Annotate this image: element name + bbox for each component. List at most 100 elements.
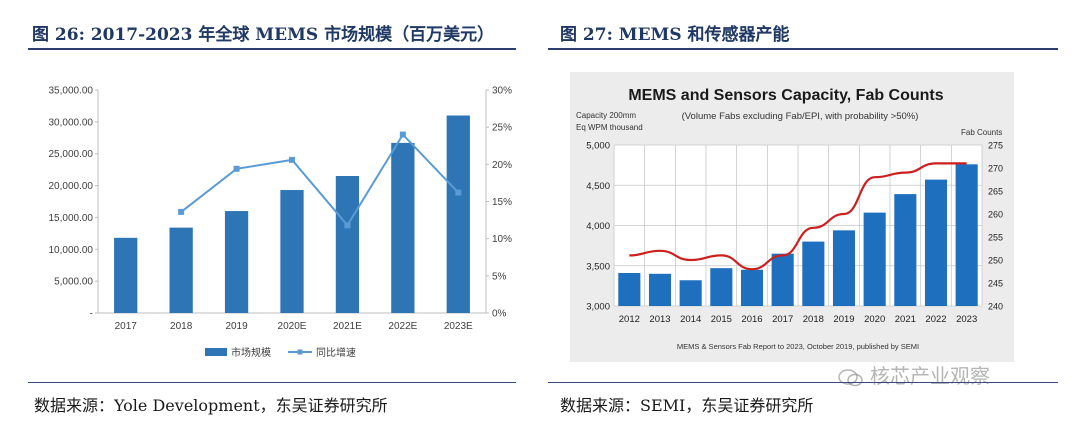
capacity-axis-ticks: 3,000 3,500 4,000 4,500 5,000 bbox=[586, 141, 610, 313]
capacity-tick-label: 3,500 bbox=[586, 261, 610, 272]
left-tick-label: 10,000.00 bbox=[49, 245, 94, 256]
growth-rate-point bbox=[178, 208, 185, 215]
capacity-bar bbox=[740, 269, 764, 306]
fab-count-tick-label: 240 bbox=[988, 302, 1003, 312]
left-axis-ticks: - 5,000.00 10,000.00 15,000.00 20,000.00 25,0… bbox=[49, 86, 98, 320]
fab-count-tick-label: 255 bbox=[988, 233, 1003, 243]
left-tick-label: 20,000.00 bbox=[49, 181, 94, 192]
right-tick-label: 5% bbox=[492, 271, 507, 282]
capacity-tick-label: 4,000 bbox=[586, 221, 610, 232]
market-size-chart: - 5,000.00 10,000.00 15,000.00 20,000.00 25,0… bbox=[49, 86, 513, 360]
year-tick-label: 2016 bbox=[741, 314, 762, 325]
capacity-bar bbox=[771, 253, 794, 306]
x-tick-label: 2019 bbox=[225, 321, 248, 332]
right-axis-ticks: 0% 5% 10% 15% 20% 25% 30% bbox=[486, 86, 512, 320]
capacity-bar bbox=[648, 273, 672, 306]
market-size-bar bbox=[280, 190, 304, 313]
legend-line-label: 同比增速 bbox=[316, 346, 356, 359]
legend: 市场规模 同比增速 bbox=[205, 346, 356, 359]
growth-rate-point bbox=[289, 156, 295, 163]
capacity-bar bbox=[679, 280, 702, 306]
left-source-text: 数据来源：Yole Development，东吴证券研究所 bbox=[34, 396, 388, 415]
capacity-bar bbox=[955, 164, 978, 306]
left-tick-label: - bbox=[90, 309, 93, 320]
year-tick-label: 2023 bbox=[956, 314, 977, 325]
capacity-bar bbox=[832, 230, 856, 306]
legend-line-marker bbox=[297, 349, 303, 355]
capacity-bar bbox=[618, 272, 641, 306]
fab-count-tick-label: 260 bbox=[988, 210, 1003, 220]
capacity-bar bbox=[802, 241, 825, 306]
fab-count-tick-label: 265 bbox=[988, 187, 1003, 197]
wechat-icon bbox=[838, 368, 863, 386]
year-labels: 2012 2013 2014 2015 2016 2017 2018 2019 2020 2021… bbox=[619, 314, 977, 325]
semi-chart-footnote: MEMS & Sensors Fab Report to 2023, Octob… bbox=[677, 342, 919, 351]
year-tick-label: 2022 bbox=[925, 314, 946, 325]
market-size-bar bbox=[169, 227, 193, 313]
capacity-bar bbox=[924, 179, 948, 306]
capacity-bar bbox=[894, 194, 917, 306]
x-tick-label: 2022E bbox=[388, 321, 417, 332]
fab-count-series-line bbox=[629, 162, 967, 271]
left-tick-label: 30,000.00 bbox=[49, 117, 94, 128]
semi-chart-title: MEMS and Sensors Capacity, Fab Counts bbox=[628, 87, 943, 104]
right-figure-title: 图 27: MEMS 和传感器产能 bbox=[560, 25, 790, 45]
year-tick-label: 2014 bbox=[680, 314, 701, 325]
fab-count-tick-label: 270 bbox=[988, 164, 1003, 174]
market-size-bar bbox=[446, 115, 470, 313]
left-tick-label: 35,000.00 bbox=[49, 86, 94, 97]
left-tick-label: 15,000.00 bbox=[49, 213, 94, 224]
capacity-bars bbox=[618, 164, 978, 306]
capacity-tick-label: 3,000 bbox=[586, 302, 610, 313]
year-tick-label: 2020 bbox=[864, 314, 885, 325]
right-title-rule bbox=[548, 48, 1058, 50]
x-tick-label: 2023E bbox=[444, 321, 473, 332]
fab-count-line bbox=[629, 162, 967, 271]
left-tick-label: 25,000.00 bbox=[49, 149, 94, 160]
right-tick-label: 15% bbox=[492, 197, 512, 208]
capacity-tick-label: 4,500 bbox=[586, 181, 610, 192]
right-tick-label: 10% bbox=[492, 234, 512, 245]
right-source-rule bbox=[548, 382, 1058, 383]
left-source-rule bbox=[28, 382, 516, 383]
fab-count-tick-label: 275 bbox=[988, 141, 1003, 151]
legend-bar-label: 市场规模 bbox=[231, 346, 271, 359]
capacity-bar bbox=[710, 268, 733, 306]
growth-rate-point bbox=[455, 189, 462, 196]
year-tick-label: 2015 bbox=[711, 314, 732, 325]
x-tick-label: 2020E bbox=[278, 321, 307, 332]
year-tick-label: 2013 bbox=[649, 314, 670, 325]
right-tick-label: 0% bbox=[492, 309, 507, 320]
year-tick-label: 2018 bbox=[803, 314, 824, 325]
watermark: 核芯产业观察 bbox=[838, 360, 990, 389]
left-title-rule bbox=[28, 48, 516, 50]
growth-rate-point bbox=[344, 222, 351, 229]
watermark-text: 核芯产业观察 bbox=[870, 364, 990, 388]
right-tick-label: 25% bbox=[492, 123, 512, 134]
right-axis-title: Fab Counts bbox=[961, 128, 1002, 137]
year-tick-label: 2012 bbox=[619, 314, 640, 325]
left-tick-label: 5,000.00 bbox=[54, 277, 93, 288]
market-size-bar bbox=[391, 142, 415, 313]
fab-count-tick-label: 245 bbox=[988, 279, 1003, 289]
year-tick-label: 2019 bbox=[833, 314, 854, 325]
growth-rate-point bbox=[399, 131, 406, 138]
year-tick-label: 2017 bbox=[772, 314, 793, 325]
gridlines bbox=[613, 144, 983, 307]
year-tick-label: 2021 bbox=[895, 314, 916, 325]
fab-count-axis-ticks: 240 245 250 255 260 265 270 275 bbox=[988, 141, 1003, 312]
growth-rate-point bbox=[233, 165, 240, 172]
semi-capacity-chart: MEMS and Sensors Capacity, Fab Counts (V… bbox=[570, 72, 1014, 362]
market-size-bars bbox=[114, 115, 470, 313]
market-size-bar bbox=[335, 176, 360, 313]
x-axis-labels: 2017 2018 2019 2020E 2021E 2022E 2023E bbox=[115, 321, 473, 332]
x-tick-label: 2018 bbox=[170, 321, 193, 332]
x-tick-label: 2021E bbox=[333, 321, 362, 332]
growth-rate-series-line bbox=[180, 132, 460, 227]
legend-bar-swatch bbox=[205, 348, 227, 356]
x-tick-label: 2017 bbox=[115, 321, 138, 332]
market-size-bar bbox=[224, 211, 249, 313]
left-axis-title-line2: Eq WPM thousand bbox=[576, 123, 643, 132]
left-axis-title-line1: Capacity 200mm bbox=[576, 111, 636, 120]
right-tick-label: 20% bbox=[492, 160, 512, 171]
